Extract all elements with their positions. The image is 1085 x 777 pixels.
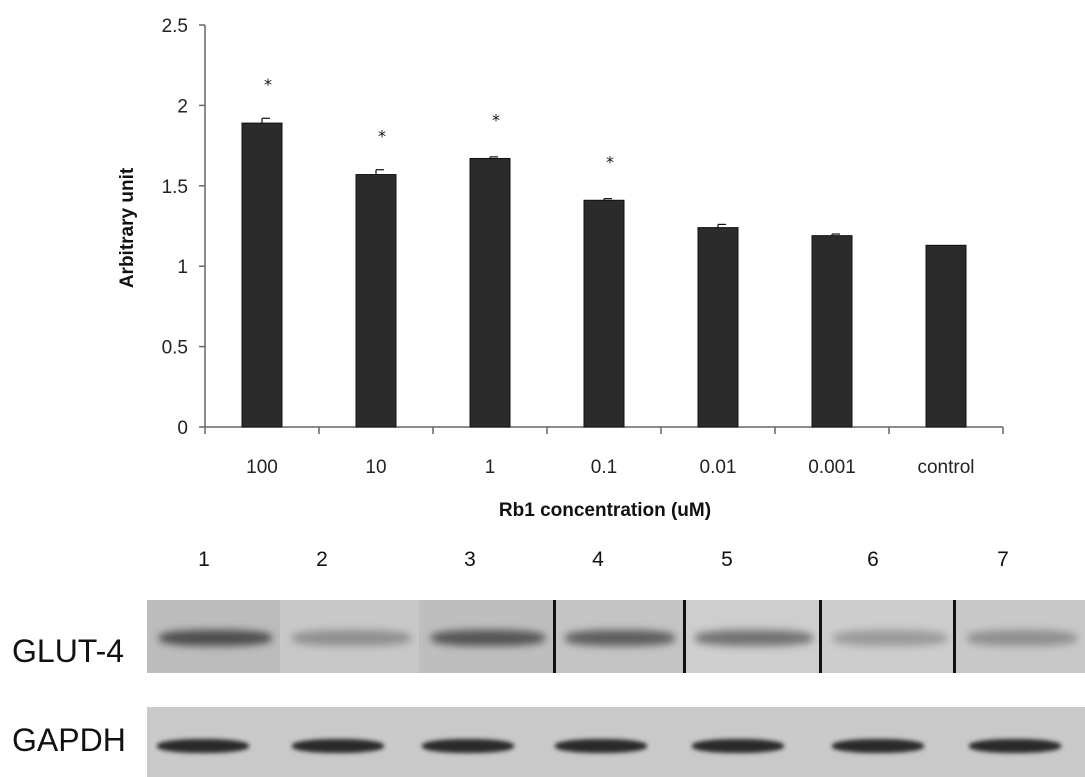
glut4-band: [159, 630, 272, 646]
significance-star: *: [264, 75, 272, 94]
x-tick-label: 1: [485, 457, 496, 478]
y-axis-title: Arbitrary unit: [117, 167, 138, 288]
x-tick-label: 100: [246, 457, 278, 478]
glut4-band: [695, 630, 813, 646]
blot-divider-line: [819, 600, 822, 673]
glut4-label: GLUT-4: [12, 633, 125, 669]
gapdh-band: [292, 739, 384, 753]
gapdh-band: [969, 739, 1061, 753]
glut4-lane: [553, 600, 683, 673]
bar-chart: 0 0.5 1 1.5 2 2.5 100 10 1 0.1 0.01 0.001 control *…: [117, 16, 1004, 521]
lane-number-label: 3: [464, 548, 476, 571]
y-tick-label: 0: [177, 418, 188, 439]
significance-star: *: [492, 110, 500, 129]
glut4-band: [292, 630, 411, 646]
x-axis-title: Rb1 concentration (uM): [499, 500, 711, 521]
gapdh-band: [692, 739, 784, 753]
blot-divider-line: [683, 600, 686, 673]
blot-divider-line: [553, 600, 556, 673]
y-tick-label: 1: [177, 257, 188, 278]
glut4-lane: [280, 600, 419, 673]
bar-control: [925, 244, 967, 428]
glut4-band: [431, 630, 545, 646]
x-tick-label: 10: [365, 457, 386, 478]
glut4-lane: [147, 600, 280, 673]
lane-number-label: 6: [867, 548, 879, 571]
gapdh-band: [555, 739, 647, 753]
glut4-band: [967, 630, 1077, 646]
significance-star: *: [378, 127, 386, 146]
blot-divider-line: [953, 600, 956, 673]
significance-star: *: [606, 152, 614, 171]
glut4-band: [565, 630, 675, 646]
glut4-band: [833, 630, 947, 646]
x-tick-label: 0.001: [808, 457, 856, 478]
y-tick-label: 2: [177, 96, 188, 117]
lane-number-label: 7: [997, 548, 1009, 571]
gapdh-blot-image: [147, 707, 1085, 777]
y-tick-label: 0.5: [162, 338, 188, 359]
lane-number-label: 2: [316, 548, 328, 571]
bar-100: [241, 122, 283, 428]
x-tick-label: 0.1: [591, 457, 617, 478]
bar-0.001: [811, 235, 853, 428]
gapdh-band: [832, 739, 924, 753]
y-tick-label: 1.5: [162, 177, 188, 198]
glut4-blot-image: [147, 600, 1085, 673]
bar-10: [355, 174, 397, 428]
x-axis: 100 10 1 0.1 0.01 0.001 control: [204, 426, 1004, 478]
bar-0.01: [697, 227, 739, 428]
bar-0.1: [583, 199, 625, 428]
bars: * * * *: [241, 75, 967, 428]
glut4-lane: [683, 600, 821, 673]
y-tick-label: 2.5: [162, 16, 188, 37]
gapdh-label: GAPDH: [12, 722, 126, 758]
lane-number-label: 5: [721, 548, 733, 571]
x-tick-label: 0.01: [700, 457, 737, 478]
glut4-lane: [821, 600, 955, 673]
gapdh-band: [422, 739, 514, 753]
lane-number-label: 1: [198, 548, 210, 571]
gapdh-band: [157, 739, 249, 753]
glut4-lane: [955, 600, 1085, 673]
bar-1: [469, 157, 511, 428]
lane-number-label: 4: [592, 548, 604, 571]
glut4-lane: [419, 600, 553, 673]
y-axis: 0 0.5 1 1.5 2 2.5: [162, 16, 206, 439]
x-tick-label: control: [917, 457, 974, 478]
